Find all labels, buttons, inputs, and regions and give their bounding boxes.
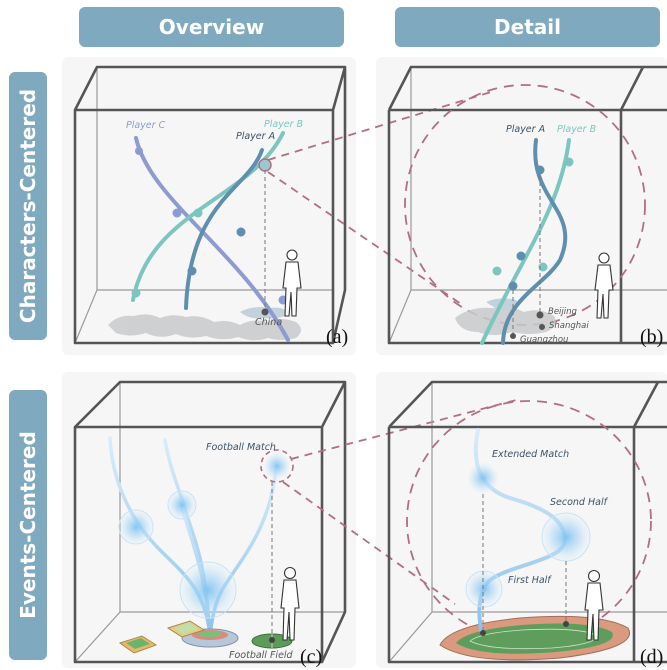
characters-centered-row-label: Characters-Centered <box>9 72 47 340</box>
panel-b: Player A Player B Beijing Shanghai Guang… <box>387 65 667 348</box>
second-half-node <box>541 512 591 562</box>
guangzhou-label: Guangzhou <box>520 335 568 345</box>
beijing-label: Beijing <box>548 307 578 317</box>
overview-header: Overview <box>79 7 344 47</box>
detail-human-figure-icon <box>594 252 614 319</box>
player-c-curve <box>134 136 290 342</box>
panel-b-box <box>387 65 667 345</box>
guangzhou-point <box>510 333 516 339</box>
panel-a-background <box>62 57 356 355</box>
detail-player-b-label: Player B <box>557 124 596 135</box>
beijing-point <box>536 311 544 319</box>
football-match-node <box>264 453 290 479</box>
zoom-connector-c-d <box>282 398 521 605</box>
panel-a-box <box>73 65 347 345</box>
panel-a-nodes <box>131 147 288 305</box>
player-c-label: Player C <box>126 120 166 131</box>
player-b-label: Player B <box>264 119 303 130</box>
small-field-icons <box>118 620 206 654</box>
events-centered-row-label: Events-Centered <box>9 390 47 660</box>
football-match-label: Football Match <box>206 442 276 453</box>
china-location-point <box>261 308 269 316</box>
football-match-highlight-circle <box>260 449 294 483</box>
panel-d: Extended Match Second Half First Half (d… <box>387 380 667 668</box>
first-half-label: First Half <box>508 575 552 586</box>
detail-events-zoom-circle <box>406 400 652 642</box>
detail-player-b-curve <box>480 138 571 345</box>
football-field-point <box>269 637 275 643</box>
event-node-left <box>118 509 154 545</box>
panel-b-tag: (b) <box>640 326 663 348</box>
first-half-node <box>465 570 503 608</box>
china-map-shape <box>108 307 301 341</box>
detail-header: Detail <box>395 7 660 47</box>
detail-events-human-figure-icon <box>584 569 604 641</box>
second-half-ground-point <box>563 621 569 627</box>
player-b-curve <box>131 131 285 302</box>
human-figure-icon <box>282 249 302 317</box>
shanghai-label: Shanghai <box>549 321 589 331</box>
detail-header-label: Detail <box>494 15 561 39</box>
overview-header-label: Overview <box>158 15 265 39</box>
panel-c-tag: (c) <box>300 646 322 668</box>
detail-projection-lines <box>512 175 541 336</box>
football-field-label: Football Field <box>229 650 294 661</box>
panel-d-tag: (d) <box>640 646 663 668</box>
panel-c: Football Match Football Field (c) <box>73 380 347 668</box>
event-node-middle <box>167 490 197 520</box>
detail-player-a-label: Player A <box>506 124 545 135</box>
zoom-connector-a-b <box>267 91 492 307</box>
stadium-icon <box>181 628 239 648</box>
event-node-root <box>179 561 237 619</box>
detail-event-projection-lines <box>482 494 567 633</box>
events-human-figure-icon <box>280 566 300 641</box>
shanghai-point <box>539 324 545 330</box>
panel-a-tag: (a) <box>326 326 348 348</box>
player-a-label: Player A <box>236 131 275 142</box>
second-half-label: Second Half <box>550 497 609 508</box>
extended-match-node <box>468 463 498 493</box>
detail-stadium-floor <box>439 615 630 661</box>
china-label: China <box>255 317 282 328</box>
panel-d-box <box>387 380 667 664</box>
panel-c-box <box>73 380 347 664</box>
detail-player-a-curve <box>501 138 568 345</box>
extended-match-label: Extended Match <box>492 449 569 460</box>
panel-a: Player C Player A Player B China (a) <box>73 65 348 348</box>
first-half-ground-point <box>480 630 486 636</box>
panel-b-nodes <box>492 157 574 291</box>
panel-b-background <box>376 57 667 355</box>
